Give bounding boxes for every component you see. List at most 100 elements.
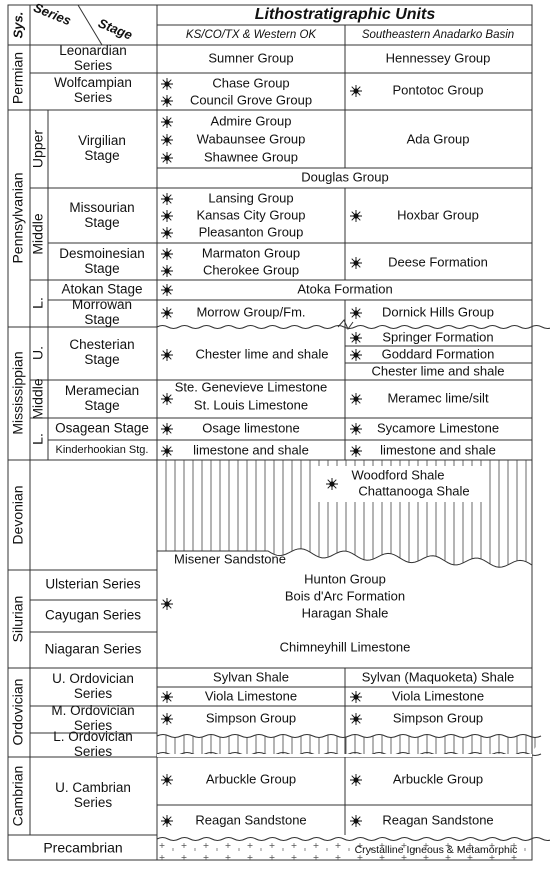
well-symbol [160, 712, 174, 726]
stage-label: U. Ordovician [52, 671, 134, 686]
well-symbol [160, 690, 174, 704]
unit-label: Hoxbar Group [397, 207, 479, 222]
column-header: KS/CO/TX & Western OK [186, 29, 317, 41]
stage-label: U. Cambrian [55, 780, 131, 795]
stage-label: Stage [84, 148, 119, 163]
unit-label: Osage limestone [202, 420, 300, 435]
unit-label: Sylvan (Maquoketa) Shale [362, 669, 514, 684]
well-symbol [160, 264, 174, 278]
well-symbol [160, 133, 174, 147]
system-label: Devonian [10, 485, 26, 544]
stage-label: Series [74, 795, 113, 810]
unit-label: Simpson Group [393, 710, 483, 725]
unit-label: Shawnee Group [204, 149, 298, 164]
stage-label: L. Ordovician [53, 729, 133, 744]
unit-label: Dornick Hills Group [382, 304, 494, 319]
system-label: Cambrian [10, 766, 26, 827]
well-symbol [349, 773, 363, 787]
unit-label: Viola Limestone [392, 688, 484, 703]
unit-label: Woodford Shale [352, 467, 445, 482]
system-label: Precambrian [43, 840, 122, 856]
stage-label: Wolfcampian [54, 75, 132, 90]
unit-label: Chase Group [212, 75, 289, 90]
stage-label: Stage [84, 215, 119, 230]
unit-label: Wabaunsee Group [197, 131, 306, 146]
unit-label: Chimneyhill Limestone [280, 639, 411, 654]
stage-label: Ulsterian Series [45, 577, 141, 592]
stage-label: M. Ordovician [51, 703, 134, 718]
title: Lithostratigraphic Units [255, 6, 436, 23]
stage-label: Series [74, 744, 113, 759]
unit-label: Council Grove Group [190, 92, 312, 107]
stage-label: Leonardian [59, 43, 127, 58]
stage-label: Series [74, 718, 113, 733]
unit-label: Sumner Group [208, 50, 293, 65]
stage-label: Morrowan [72, 297, 132, 312]
stage-label: Stage [84, 398, 119, 413]
unit-label: Douglas Group [301, 169, 388, 184]
well-symbol [160, 283, 174, 297]
stage-label: Stage [84, 261, 119, 276]
series-label: L. [30, 297, 46, 309]
unit-label: Deese Formation [388, 254, 488, 269]
unit-label: Chattanooga Shale [358, 483, 469, 498]
column-header: Southeastern Anadarko Basin [362, 29, 514, 41]
unit-label: Bois d'Arc Formation [285, 588, 405, 603]
series-label: Middle [30, 378, 46, 419]
well-symbol [349, 444, 363, 458]
well-symbol [349, 814, 363, 828]
unconformity [157, 548, 533, 568]
well-symbol [160, 392, 174, 406]
unit-label: Hunton Group [304, 571, 386, 586]
unit-label: limestone and shale [380, 442, 496, 457]
unit-label: Simpson Group [206, 710, 296, 725]
unconformity [156, 837, 550, 841]
well-symbol [160, 814, 174, 828]
label-mask [318, 466, 486, 502]
unit-label: Meramec lime/silt [387, 390, 489, 405]
rule [77, 4, 103, 46]
well-symbol [349, 256, 363, 270]
stage-label: Virgilian [78, 133, 126, 148]
well-symbol [349, 306, 363, 320]
system-label: Silurian [10, 596, 26, 643]
unit-label: Kansas City Group [196, 207, 305, 222]
well-symbol [349, 331, 363, 345]
stage-label: Stage [84, 352, 119, 367]
unit-label: Viola Limestone [205, 688, 297, 703]
stage-label: Stage [84, 312, 119, 327]
well-symbol [160, 348, 174, 362]
stage-label: Kinderhookian Stg. [56, 444, 149, 456]
well-symbol [160, 444, 174, 458]
well-symbol [160, 773, 174, 787]
unit-label: Morrow Group/Fm. [196, 304, 305, 319]
stage-label: Desmoinesian [59, 246, 145, 261]
stage-label: Series [74, 90, 113, 105]
unit-label: Misener Sandstone [174, 551, 286, 566]
unit-label: Pleasanton Group [199, 224, 304, 239]
unit-label: limestone and shale [193, 442, 309, 457]
unit-label: Cherokee Group [203, 262, 299, 277]
well-symbol [160, 226, 174, 240]
well-symbol [160, 192, 174, 206]
stage-label: Cayugan Series [45, 608, 141, 623]
well-symbol [349, 348, 363, 362]
stage-label: Osagean Stage [55, 421, 149, 436]
well-symbol [160, 94, 174, 108]
well-symbol [349, 209, 363, 223]
unit-label: Springer Formation [382, 329, 493, 344]
patterns [156, 77, 550, 860]
unit-label: Hennessey Group [386, 50, 491, 65]
unit-label: Pontotoc Group [392, 82, 483, 97]
unit-label: Lansing Group [208, 190, 293, 205]
unit-label: Ada Group [407, 131, 470, 146]
unit-label: Reagan Sandstone [382, 812, 493, 827]
well-symbol [349, 84, 363, 98]
system-label: Pennsylvanian [10, 172, 26, 263]
stage-label: Meramecian [65, 383, 139, 398]
system-label: Ordovician [10, 679, 26, 746]
well-symbol [160, 77, 174, 91]
stage-label: Chesterian [69, 337, 134, 352]
